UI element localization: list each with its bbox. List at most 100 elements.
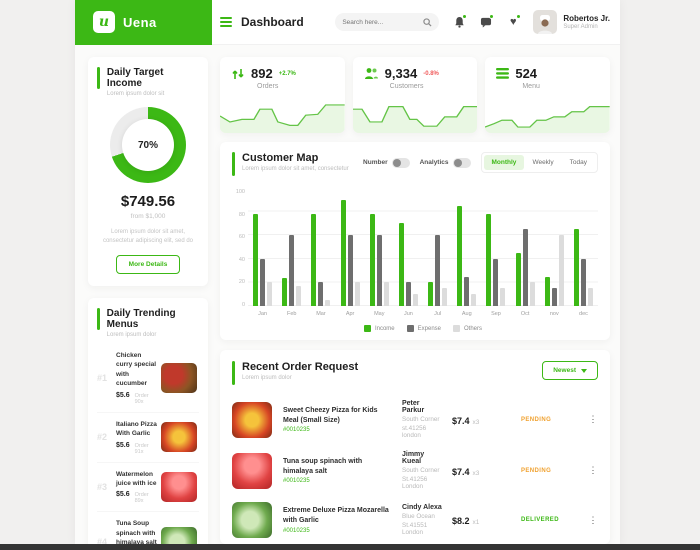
notifications-bell-icon[interactable] bbox=[452, 14, 468, 29]
x-tick: Jan bbox=[258, 311, 268, 317]
chart-legend: Income Expense Others bbox=[248, 325, 598, 332]
target-card-subtitle: Lorem ipsum dolor sit bbox=[106, 91, 165, 97]
x-tick: Aug bbox=[461, 311, 472, 317]
y-tick: 20 bbox=[238, 279, 245, 285]
trending-menu-item[interactable]: #1 Chicken curry special with cucumber $5.… bbox=[97, 344, 199, 413]
bar-group bbox=[423, 235, 452, 306]
orders-card-title: Recent Order Request bbox=[242, 361, 359, 373]
kebab-menu-icon[interactable]: ⋮ bbox=[588, 514, 598, 525]
top-header: u Uena Dashboard ♥ bbox=[75, 0, 620, 45]
order-price: $7.4 bbox=[452, 415, 470, 426]
bar-group bbox=[336, 199, 365, 306]
newest-sort-button[interactable]: Newest bbox=[542, 361, 598, 380]
orders-stat-card[interactable]: 892 +2.7% Orders bbox=[220, 57, 345, 133]
brand-logo-icon: u bbox=[93, 11, 115, 33]
trend-rank: #4 bbox=[97, 536, 108, 546]
tab-monthly[interactable]: Monthly bbox=[483, 155, 525, 170]
customer-name: Peter Parkur bbox=[402, 400, 425, 414]
x-tick: Mar bbox=[316, 311, 326, 317]
chart-plot bbox=[248, 188, 598, 306]
orders-value: 892 bbox=[251, 66, 273, 81]
bar-others bbox=[325, 300, 331, 306]
bar-others bbox=[500, 288, 506, 306]
trend-rank: #3 bbox=[97, 481, 108, 492]
accent-bar bbox=[97, 308, 100, 330]
order-item-name: Sweet Cheezy Pizza for Kids Meal (Small … bbox=[283, 406, 378, 424]
bar-group bbox=[569, 229, 598, 306]
x-tick: Feb bbox=[287, 311, 297, 317]
target-from: from $1,000 bbox=[130, 213, 166, 220]
x-tick: Jul bbox=[434, 311, 442, 317]
bar-others bbox=[558, 235, 564, 306]
menu-label: Menu bbox=[522, 83, 540, 90]
customers-stat-card[interactable]: 9,334 -0.8% Customers bbox=[352, 57, 478, 133]
x-tick: dec bbox=[579, 311, 588, 317]
bar-others bbox=[267, 282, 273, 306]
topbar: Dashboard ♥ bbox=[212, 0, 620, 45]
bottom-edge-strip bbox=[0, 544, 700, 550]
menu-title: Tuna Soup spinach with himalaya salt bbox=[116, 520, 157, 545]
user-name: Robertos Jr. bbox=[563, 14, 610, 24]
bar-expense bbox=[260, 258, 266, 306]
hamburger-menu-icon[interactable] bbox=[220, 17, 232, 27]
trending-menu-item[interactable]: #3 Watermelon juice with ice $5.6 Order 89x bbox=[97, 463, 199, 513]
number-toggle[interactable] bbox=[391, 157, 410, 168]
menu-price: $5.6 bbox=[116, 441, 130, 449]
customers-label: Customers bbox=[389, 83, 424, 90]
accent-bar bbox=[232, 152, 235, 176]
customer-place: South Corner bbox=[402, 416, 440, 423]
customer-name: Cindy Alexa bbox=[402, 504, 442, 511]
bar-expense bbox=[551, 288, 557, 306]
bar-expense bbox=[318, 282, 324, 306]
order-row: Sweet Cheezy Pizza for Kids Meal (Small … bbox=[232, 394, 598, 445]
y-tick: 100 bbox=[235, 189, 245, 195]
bar-income bbox=[457, 205, 463, 306]
menu-list-icon bbox=[496, 68, 510, 79]
customer-place: Blue Ocean bbox=[402, 513, 435, 520]
search-icon[interactable] bbox=[423, 17, 432, 27]
bar-group bbox=[511, 229, 540, 306]
y-tick: 0 bbox=[241, 301, 245, 308]
bar-expense bbox=[522, 229, 528, 306]
orders-label: Orders bbox=[257, 83, 279, 90]
favorites-dot bbox=[516, 14, 522, 19]
customer-name: Jimmy Kueal bbox=[402, 451, 425, 465]
menu-price: $5.6 bbox=[116, 491, 130, 499]
messages-icon[interactable] bbox=[479, 14, 495, 29]
tab-weekly[interactable]: Weekly bbox=[532, 159, 554, 166]
analytics-toggle-wrap: Analytics bbox=[420, 157, 471, 168]
trending-menu-item[interactable]: #2 Italiano Pizza With Garlic $5.6 Order 91… bbox=[97, 413, 199, 463]
brand-name: Uena bbox=[123, 14, 157, 30]
bar-income bbox=[311, 213, 317, 306]
customers-sparkline bbox=[352, 106, 478, 133]
customer-address: St.41551 London bbox=[402, 522, 428, 536]
more-details-button[interactable]: More Details bbox=[115, 255, 181, 274]
menu-stat-card[interactable]: 524 Menu bbox=[485, 57, 611, 133]
x-tick: Jun bbox=[404, 311, 413, 317]
kebab-menu-icon[interactable]: ⋮ bbox=[588, 414, 598, 424]
brand-logo[interactable]: u Uena bbox=[75, 0, 212, 45]
tab-today[interactable]: Today bbox=[569, 159, 587, 166]
favorites-heart-icon[interactable]: ♥ bbox=[506, 14, 522, 29]
order-price: $7.4 bbox=[452, 466, 470, 477]
order-list: Sweet Cheezy Pizza for Kids Meal (Small … bbox=[232, 394, 598, 544]
analytics-toggle[interactable] bbox=[452, 157, 471, 168]
order-row: Tuna soup spinach with himalaya salt #001… bbox=[232, 445, 598, 496]
kebab-menu-icon[interactable]: ⋮ bbox=[588, 465, 598, 475]
order-id: #0010235 bbox=[283, 527, 310, 534]
order-qty: x3 bbox=[472, 469, 480, 477]
target-description: Lorem ipsum dolor sit amet, consectetur … bbox=[102, 229, 194, 244]
legend-others: Others bbox=[453, 325, 482, 332]
user-menu[interactable]: Robertos Jr. Super Admin bbox=[533, 10, 610, 34]
menu-price: $5.6 bbox=[116, 391, 130, 399]
chart-y-axis: 100 80 60 40 20 0 bbox=[232, 188, 248, 308]
bar-income bbox=[398, 223, 404, 306]
trending-card-subtitle: Lorem ipsum dolor bbox=[106, 332, 157, 338]
search-input[interactable] bbox=[342, 18, 423, 26]
bar-income bbox=[253, 213, 259, 306]
customer-map-title: Customer Map bbox=[242, 152, 319, 164]
y-tick: 60 bbox=[238, 234, 245, 240]
target-donut-chart: 70% bbox=[110, 107, 186, 183]
target-amount: $749.56 bbox=[120, 193, 176, 210]
